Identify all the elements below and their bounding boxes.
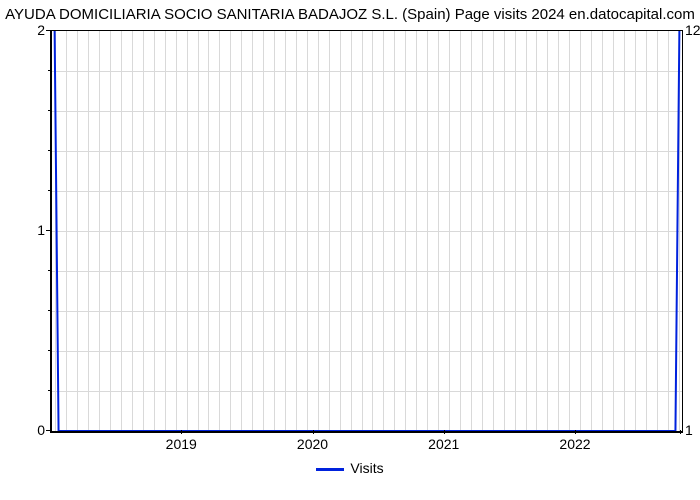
- legend: Visits: [0, 460, 700, 476]
- y2-tick-label: 1: [685, 422, 693, 438]
- x-tick-label: 2022: [559, 436, 590, 452]
- y-tick-label: 1: [5, 222, 45, 238]
- plot-area: [50, 30, 683, 433]
- x-tick-label: 2020: [297, 436, 328, 452]
- y2-tick-label: 12: [685, 22, 700, 38]
- y-tick-label: 0: [5, 422, 45, 438]
- legend-label: Visits: [350, 460, 383, 476]
- x-tick-label: 2019: [166, 436, 197, 452]
- chart-title: AYUDA DOMICILIARIA SOCIO SANITARIA BADAJ…: [0, 6, 700, 23]
- y-tick-label: 2: [5, 22, 45, 38]
- x-tick-label: 2021: [428, 436, 459, 452]
- line-series: [52, 31, 682, 431]
- legend-swatch: [316, 468, 344, 471]
- chart-container: AYUDA DOMICILIARIA SOCIO SANITARIA BADAJ…: [0, 0, 700, 500]
